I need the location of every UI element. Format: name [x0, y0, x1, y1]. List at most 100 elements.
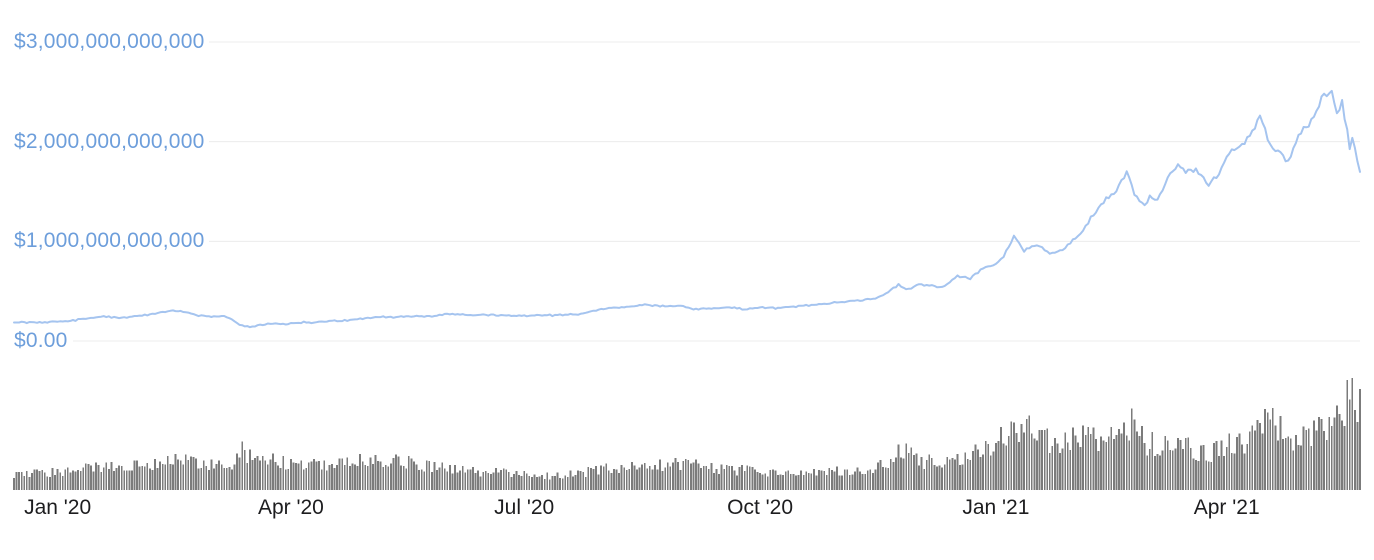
volume-bar: [1136, 431, 1138, 490]
volume-bar: [1059, 453, 1061, 490]
volume-bar: [323, 460, 326, 490]
volume-bar: [69, 472, 72, 490]
volume-bar: [1310, 445, 1313, 490]
gridlines: [14, 41, 1360, 342]
volume-bar: [210, 459, 213, 490]
volume-bar: [279, 468, 282, 490]
volume-bar: [1315, 430, 1318, 490]
volume-bar: [1359, 388, 1361, 490]
volume-bar: [1210, 462, 1213, 490]
volume-bar: [184, 454, 187, 490]
volume-bar: [741, 465, 744, 490]
volume-bar: [1095, 439, 1097, 490]
volume-bar: [895, 457, 897, 490]
volume-bar: [500, 469, 503, 490]
volume-bar: [1295, 434, 1297, 490]
volume-bar: [179, 460, 182, 490]
volume-bar: [466, 469, 469, 490]
volume-bar: [231, 469, 233, 490]
volume-bar: [700, 467, 702, 490]
volume-bar: [623, 467, 626, 490]
volume-bar: [72, 470, 74, 490]
volume-bar: [1138, 435, 1141, 490]
volume-bar: [546, 472, 549, 490]
volume-bar: [1233, 453, 1236, 490]
volume-bar: [177, 459, 179, 490]
volume-bar: [115, 468, 118, 490]
volume-bar: [733, 470, 736, 490]
volume-bar: [779, 474, 782, 490]
volume-bar: [1302, 426, 1305, 490]
volume-bar: [1156, 453, 1159, 490]
volume-bar: [1000, 426, 1002, 490]
volume-bar: [705, 466, 708, 490]
volume-bar: [256, 455, 259, 490]
volume-bar: [97, 464, 100, 490]
volume-bar: [936, 466, 938, 490]
volume-bar: [246, 463, 249, 490]
volume-bar: [77, 470, 79, 490]
volume-bar: [951, 458, 954, 490]
volume-bar: [313, 459, 315, 490]
volume-bar: [610, 473, 613, 490]
volume-bar: [166, 456, 169, 490]
volume-bar: [515, 471, 518, 490]
volume-bar: [302, 469, 305, 490]
volume-bar: [1323, 431, 1326, 490]
volume-bar: [577, 470, 579, 490]
volume-bar: [710, 462, 713, 490]
volume-bar: [1177, 438, 1179, 490]
volume-bar: [64, 469, 67, 490]
volume-bar: [730, 465, 733, 490]
volume-bar: [361, 461, 364, 490]
volume-bar: [1200, 445, 1202, 490]
volume-bar: [1005, 445, 1008, 490]
volume-bar: [1012, 422, 1015, 490]
volume-bar: [905, 443, 908, 490]
volume-bar: [51, 468, 54, 490]
volume-bar: [538, 476, 541, 490]
volume-bar: [1010, 421, 1013, 490]
volume-bar: [713, 472, 715, 490]
volume-bar: [961, 464, 964, 490]
volume-bar: [774, 470, 777, 490]
volume-bar: [636, 469, 638, 490]
volume-bar: [1154, 455, 1156, 490]
volume-bar: [338, 458, 341, 490]
volume-bar: [392, 458, 395, 490]
volume-bar: [871, 473, 874, 490]
volume-bar: [33, 469, 36, 490]
volume-bar: [436, 469, 438, 490]
volume-bar: [297, 463, 300, 490]
volume-bar: [1151, 431, 1154, 490]
volume-bar: [138, 466, 141, 490]
volume-bar: [602, 466, 605, 490]
volume-bar: [161, 463, 164, 490]
volume-bar: [1277, 440, 1279, 490]
volume-bar: [679, 469, 682, 490]
volume-bar: [287, 469, 290, 490]
volume-bar: [1236, 436, 1238, 490]
volume-bar: [984, 440, 987, 490]
volume-bar: [1082, 425, 1085, 490]
volume-bar: [828, 467, 831, 490]
volume-bar: [31, 473, 33, 490]
volume-bar: [605, 463, 608, 490]
volume-bar: [292, 462, 295, 490]
volume-bar: [474, 472, 477, 490]
volume-bar: [169, 463, 172, 490]
volume-bar: [154, 459, 156, 490]
volume-bar: [630, 461, 633, 490]
volume-bar: [105, 462, 108, 490]
volume-bar: [861, 474, 864, 490]
volume-bar: [469, 469, 472, 490]
volume-bar: [1102, 440, 1105, 490]
volume-bar: [113, 471, 115, 490]
volume-bar: [261, 456, 264, 490]
volume-bar: [656, 469, 659, 490]
volume-bar: [218, 460, 220, 490]
volume-bar: [425, 460, 428, 490]
volume-bar: [1020, 423, 1023, 490]
